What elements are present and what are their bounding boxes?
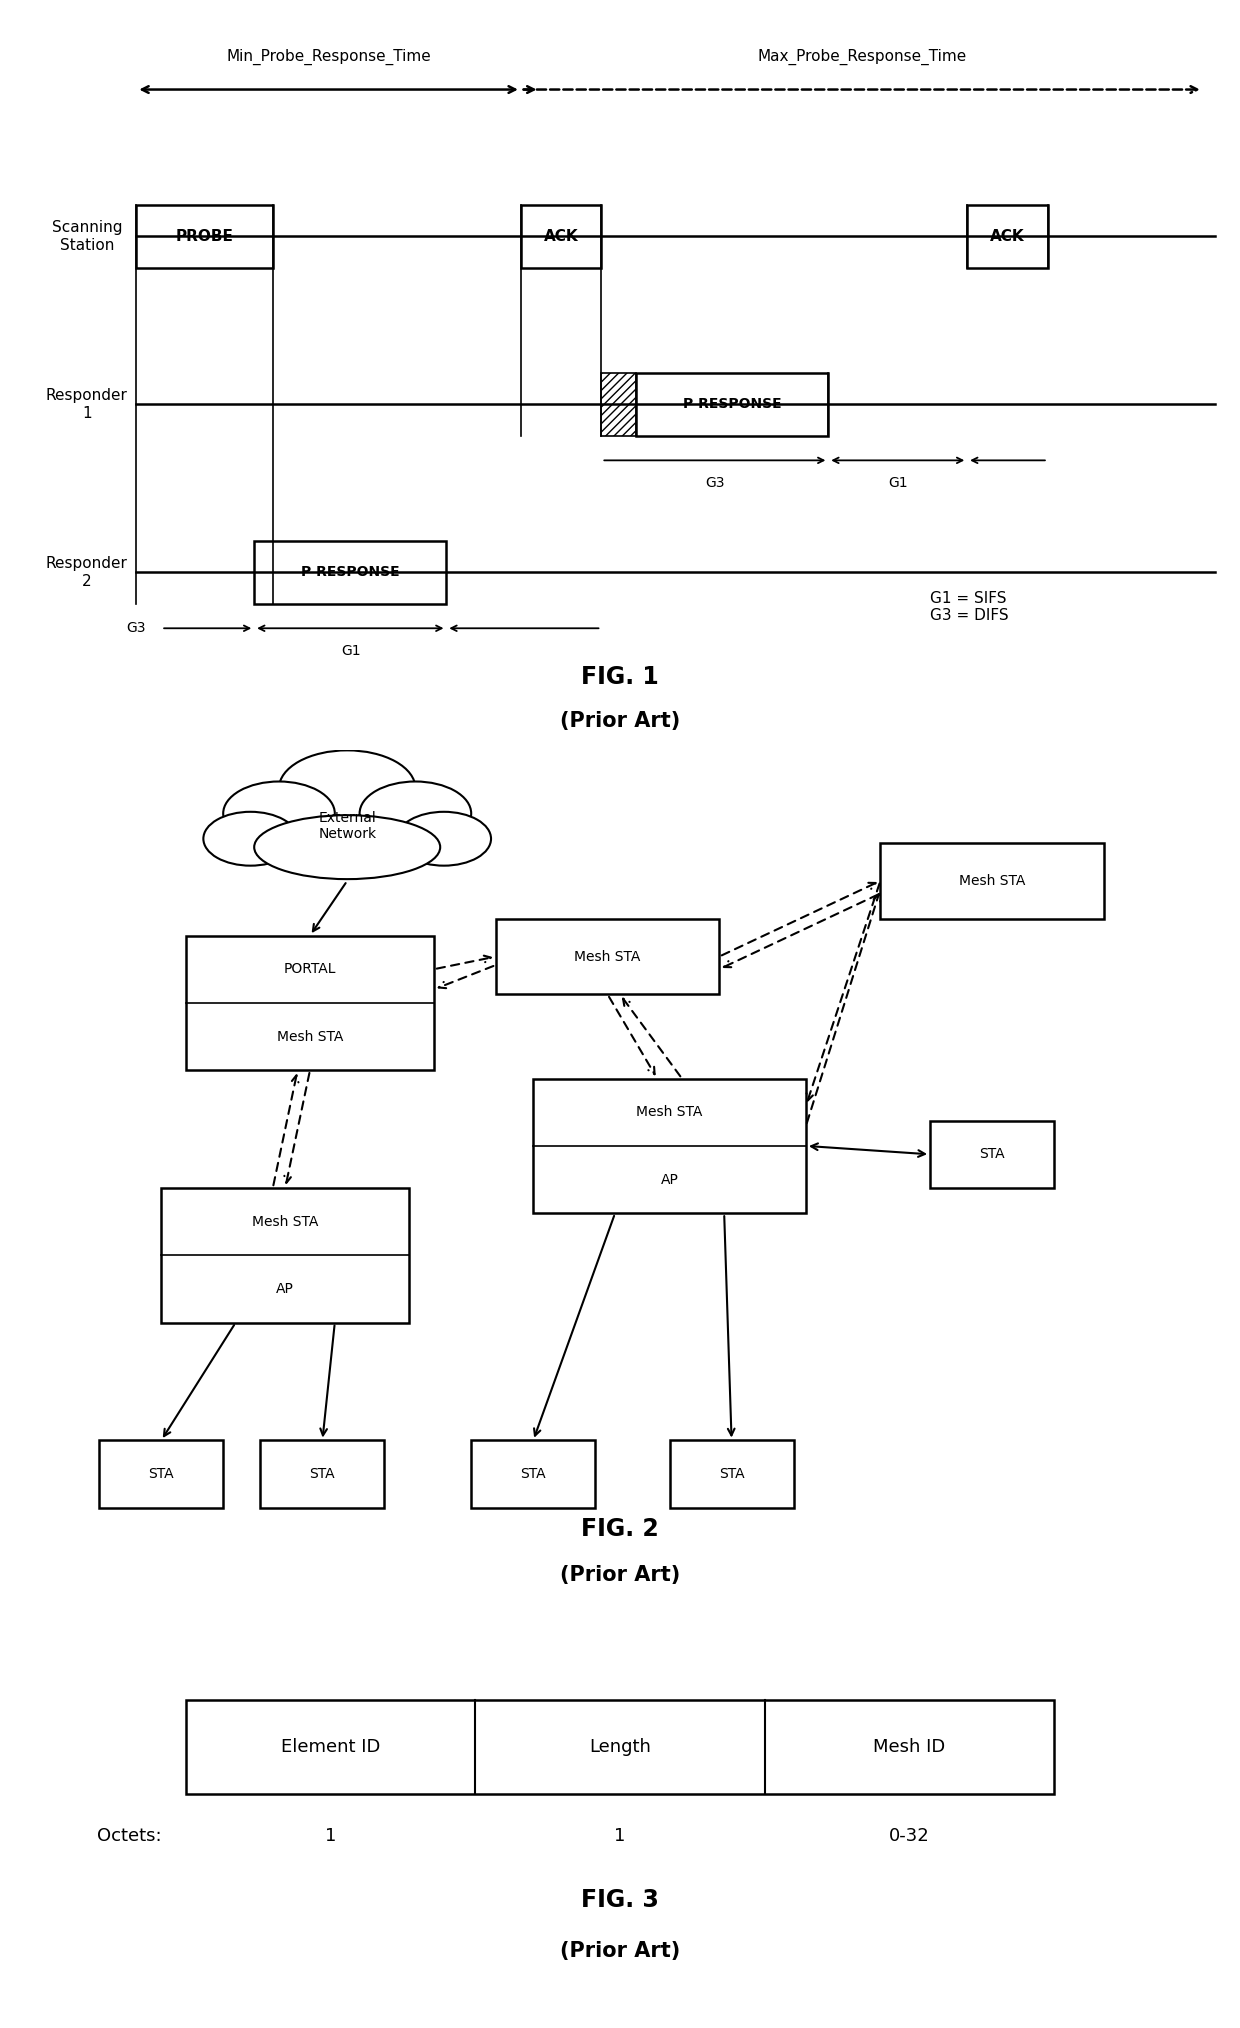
- FancyBboxPatch shape: [930, 1121, 1054, 1188]
- FancyBboxPatch shape: [496, 919, 719, 994]
- FancyBboxPatch shape: [99, 1440, 223, 1509]
- Text: STA: STA: [521, 1466, 546, 1480]
- FancyBboxPatch shape: [260, 1440, 384, 1509]
- Text: FIG. 2: FIG. 2: [582, 1517, 658, 1541]
- FancyBboxPatch shape: [136, 205, 273, 268]
- Ellipse shape: [223, 781, 335, 846]
- FancyBboxPatch shape: [967, 205, 1048, 268]
- FancyBboxPatch shape: [521, 205, 601, 268]
- Text: G3: G3: [706, 477, 725, 489]
- Text: P RESPONSE: P RESPONSE: [301, 566, 399, 580]
- Text: Element ID: Element ID: [281, 1738, 381, 1756]
- FancyBboxPatch shape: [161, 1188, 409, 1322]
- Text: 1: 1: [325, 1827, 336, 1845]
- Text: Mesh STA: Mesh STA: [277, 1030, 343, 1044]
- Text: Scanning
Station: Scanning Station: [52, 221, 122, 254]
- Text: AP: AP: [661, 1172, 678, 1186]
- FancyBboxPatch shape: [186, 935, 434, 1071]
- Text: Mesh STA: Mesh STA: [959, 874, 1025, 888]
- FancyBboxPatch shape: [533, 1079, 806, 1213]
- Text: STA: STA: [980, 1148, 1004, 1162]
- Text: 1: 1: [614, 1827, 626, 1845]
- Text: External
Network: External Network: [319, 811, 376, 842]
- Text: Max_Probe_Response_Time: Max_Probe_Response_Time: [758, 49, 966, 65]
- FancyBboxPatch shape: [254, 541, 446, 604]
- Text: ACK: ACK: [991, 229, 1024, 243]
- Ellipse shape: [279, 750, 415, 825]
- Text: (Prior Art): (Prior Art): [560, 710, 680, 730]
- Ellipse shape: [397, 811, 491, 866]
- Text: G1 = SIFS
G3 = DIFS: G1 = SIFS G3 = DIFS: [930, 590, 1008, 623]
- Text: G1: G1: [888, 477, 908, 489]
- Text: STA: STA: [719, 1466, 744, 1480]
- Ellipse shape: [360, 781, 471, 846]
- Text: Mesh STA: Mesh STA: [636, 1105, 703, 1119]
- Ellipse shape: [203, 811, 298, 866]
- Text: PROBE: PROBE: [176, 229, 233, 243]
- Text: FIG. 1: FIG. 1: [582, 665, 658, 690]
- Text: Min_Probe_Response_Time: Min_Probe_Response_Time: [226, 49, 432, 65]
- FancyBboxPatch shape: [186, 1699, 1054, 1793]
- Text: Mesh STA: Mesh STA: [252, 1215, 319, 1229]
- Text: STA: STA: [149, 1466, 174, 1480]
- Text: P RESPONSE: P RESPONSE: [683, 397, 781, 412]
- Text: G3: G3: [126, 621, 146, 635]
- FancyBboxPatch shape: [601, 373, 636, 436]
- Text: STA: STA: [310, 1466, 335, 1480]
- FancyBboxPatch shape: [471, 1440, 595, 1509]
- FancyBboxPatch shape: [636, 373, 828, 436]
- Text: 0-32: 0-32: [889, 1827, 930, 1845]
- Text: Length: Length: [589, 1738, 651, 1756]
- FancyBboxPatch shape: [880, 844, 1104, 919]
- Text: (Prior Art): (Prior Art): [560, 1566, 680, 1586]
- Text: Responder
1: Responder 1: [46, 387, 128, 420]
- Text: AP: AP: [277, 1282, 294, 1296]
- Text: Responder
2: Responder 2: [46, 556, 128, 588]
- Ellipse shape: [254, 815, 440, 878]
- Text: PORTAL: PORTAL: [284, 961, 336, 975]
- Text: Mesh ID: Mesh ID: [873, 1738, 945, 1756]
- Text: Mesh STA: Mesh STA: [574, 949, 641, 963]
- Text: (Prior Art): (Prior Art): [560, 1941, 680, 1961]
- Text: ACK: ACK: [544, 229, 578, 243]
- Text: G1: G1: [341, 643, 361, 657]
- Text: Octets:: Octets:: [97, 1827, 161, 1845]
- FancyBboxPatch shape: [670, 1440, 794, 1509]
- Text: FIG. 3: FIG. 3: [582, 1888, 658, 1912]
